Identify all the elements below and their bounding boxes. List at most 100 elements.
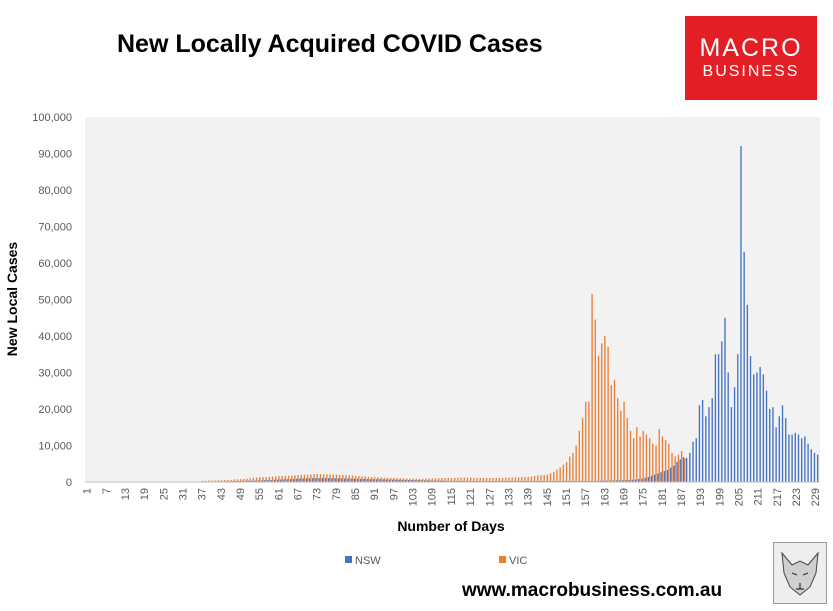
nsw-bar bbox=[251, 480, 253, 482]
vic-bar bbox=[575, 445, 577, 482]
nsw-bar bbox=[280, 479, 282, 482]
nsw-bar bbox=[740, 146, 742, 482]
vic-bar bbox=[444, 477, 446, 482]
vic-bar bbox=[674, 456, 676, 482]
nsw-bar bbox=[375, 479, 378, 482]
vic-bar bbox=[326, 474, 328, 482]
nsw-bar bbox=[312, 478, 314, 482]
nsw-bar bbox=[465, 480, 467, 482]
nsw-bar bbox=[679, 459, 681, 482]
nsw-bar bbox=[379, 479, 381, 482]
vic-bar bbox=[604, 336, 606, 482]
nsw-bar bbox=[622, 480, 624, 482]
vic-bar bbox=[278, 476, 280, 482]
nsw-bar bbox=[535, 480, 538, 482]
vic-bar bbox=[668, 443, 670, 482]
vic-bar bbox=[307, 474, 309, 482]
logo-line-2: BUSINESS bbox=[702, 63, 800, 80]
vic-bar bbox=[642, 430, 644, 482]
nsw-bar bbox=[810, 449, 812, 482]
nsw-bar bbox=[372, 479, 375, 482]
x-tick-label: 175 bbox=[638, 488, 650, 506]
nsw-bar bbox=[804, 436, 806, 483]
nsw-bar bbox=[609, 480, 611, 482]
x-tick-label: 109 bbox=[427, 488, 439, 506]
vic-series bbox=[201, 294, 686, 483]
nsw-bar bbox=[705, 416, 707, 482]
nsw-bar bbox=[513, 480, 515, 482]
x-tick-label: 37 bbox=[197, 488, 209, 500]
nsw-bar bbox=[507, 480, 509, 482]
x-tick-label: 205 bbox=[734, 488, 746, 506]
vic-bar bbox=[473, 477, 475, 482]
nsw-bar bbox=[647, 476, 649, 482]
y-axis-ticks: 0 10,000 20,000 30,000 40,000 50,000 60,000 70,… bbox=[32, 112, 72, 489]
vic-bar bbox=[613, 379, 616, 482]
vic-bar bbox=[562, 464, 565, 482]
nsw-bar bbox=[411, 480, 413, 482]
x-tick-label: 85 bbox=[350, 488, 362, 500]
vic-bar bbox=[310, 474, 312, 482]
vic-bar bbox=[233, 479, 235, 482]
vic-bar bbox=[284, 475, 286, 482]
vic-bar bbox=[553, 471, 555, 482]
y-tick-label: 40,000 bbox=[38, 331, 72, 343]
nsw-bar bbox=[417, 480, 419, 482]
nsw-bar bbox=[404, 479, 407, 482]
vic-bar bbox=[393, 477, 395, 482]
vic-bar bbox=[358, 476, 360, 482]
nsw-bar bbox=[286, 479, 288, 482]
vic-bar bbox=[412, 478, 414, 482]
vic-bar bbox=[626, 418, 628, 483]
legend-nsw-swatch bbox=[345, 556, 352, 563]
nsw-bar bbox=[666, 469, 669, 482]
vic-bar bbox=[259, 477, 261, 482]
vic-bar bbox=[549, 473, 552, 482]
vic-bar bbox=[329, 474, 331, 482]
nsw-bar bbox=[427, 480, 429, 482]
vic-bar bbox=[629, 430, 632, 482]
nsw-bar bbox=[324, 478, 327, 482]
x-tick-label: 199 bbox=[714, 488, 726, 506]
nsw-bar bbox=[721, 341, 723, 482]
vic-bar bbox=[636, 427, 638, 482]
nsw-bar bbox=[468, 480, 471, 482]
x-tick-label: 163 bbox=[599, 488, 611, 506]
nsw-bar bbox=[631, 479, 633, 482]
vic-bar bbox=[338, 474, 341, 482]
x-tick-label: 139 bbox=[523, 488, 535, 506]
nsw-bar bbox=[315, 478, 317, 482]
nsw-bar bbox=[500, 480, 502, 482]
vic-bar bbox=[377, 477, 379, 482]
vic-bar bbox=[492, 477, 494, 482]
nsw-bar bbox=[586, 480, 589, 482]
y-tick-label: 90,000 bbox=[38, 149, 72, 161]
nsw-bar bbox=[548, 480, 550, 482]
nsw-bar bbox=[328, 478, 330, 482]
nsw-bar bbox=[366, 479, 368, 482]
x-tick-label: 229 bbox=[810, 488, 822, 506]
vic-bar bbox=[313, 474, 315, 482]
x-tick-label: 121 bbox=[465, 488, 477, 506]
vic-bar bbox=[454, 477, 456, 482]
vic-bar bbox=[332, 474, 334, 482]
x-tick-label: 67 bbox=[293, 488, 305, 500]
nsw-bar bbox=[238, 480, 240, 482]
nsw-bar bbox=[369, 479, 371, 482]
vic-bar bbox=[620, 410, 622, 482]
vic-bar bbox=[438, 478, 440, 482]
x-tick-label: 217 bbox=[772, 488, 784, 506]
vic-bar bbox=[252, 477, 255, 482]
vic-bar bbox=[211, 480, 213, 482]
vic-bar bbox=[227, 479, 229, 482]
vic-bar bbox=[303, 474, 306, 482]
nsw-bar bbox=[334, 478, 336, 482]
vic-bar bbox=[684, 458, 686, 482]
vic-bar bbox=[345, 475, 347, 482]
nsw-bar bbox=[430, 480, 432, 482]
nsw-bar bbox=[289, 479, 292, 482]
vic-bar bbox=[457, 477, 459, 482]
vic-bar bbox=[201, 480, 203, 482]
nsw-bar bbox=[669, 467, 672, 482]
